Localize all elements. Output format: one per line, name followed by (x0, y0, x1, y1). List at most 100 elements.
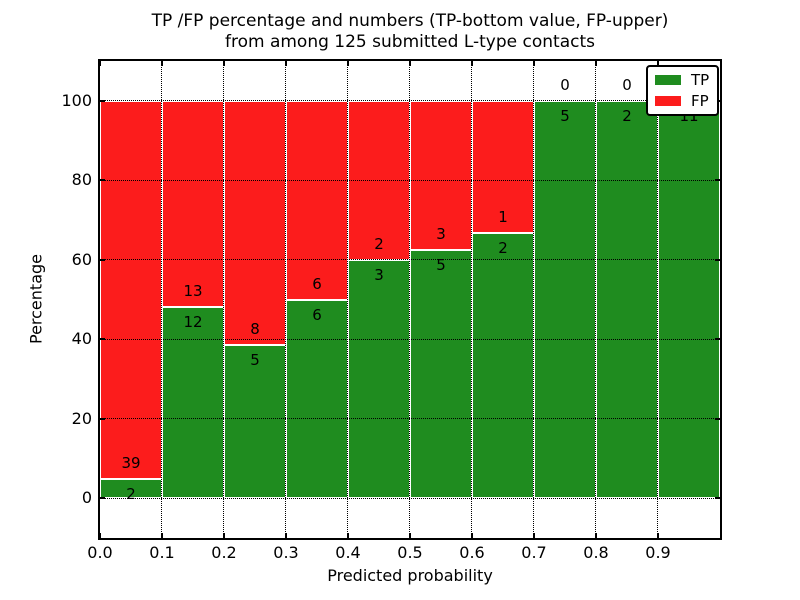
x-tick-mark-bottom (657, 533, 659, 538)
x-tick-label: 0.0 (87, 543, 113, 562)
fp-count-label: 0 (622, 75, 632, 94)
fp-count-label: 3 (436, 224, 446, 243)
chart-title-line1: TP /FP percentage and numbers (TP-bottom… (151, 11, 669, 31)
x-tick-mark-top (409, 61, 411, 66)
y-tick-mark-right (715, 179, 720, 182)
tp-count-label: 5 (250, 351, 260, 370)
x-tick-mark-top (99, 61, 101, 66)
x-tick-mark-bottom (161, 533, 163, 538)
gridline-vertical (533, 61, 535, 538)
legend: TP FP (646, 65, 719, 116)
x-tick-label: 0.3 (273, 543, 299, 562)
legend-entry-fp: FP (655, 93, 712, 109)
y-tick-mark-right (715, 497, 720, 500)
x-tick-label: 0.7 (521, 543, 547, 562)
bar-segment-fp (472, 100, 534, 234)
y-tick-label: 100 (61, 90, 92, 110)
x-tick-mark-top (285, 61, 287, 66)
y-tick-label: 60 (71, 249, 92, 269)
fp-count-label: 8 (250, 320, 260, 339)
chart-title: TP /FP percentage and numbers (TP-bottom… (98, 11, 722, 53)
y-tick-mark-right (715, 338, 720, 341)
x-tick-label: 0.4 (335, 543, 361, 562)
gridline-vertical (409, 61, 411, 538)
gridline-horizontal (100, 418, 720, 419)
fp-count-label: 1 (498, 208, 508, 227)
x-tick-mark-bottom (409, 533, 411, 538)
x-tick-mark-bottom (533, 533, 535, 538)
legend-label-fp: FP (691, 92, 709, 110)
y-tick-mark-left (100, 99, 105, 102)
gridline-horizontal (100, 497, 720, 499)
x-tick-label: 0.8 (583, 543, 609, 562)
legend-swatch-tp-icon (655, 75, 681, 85)
x-tick-mark-bottom (223, 533, 225, 538)
bar-segment-tp (410, 249, 472, 499)
x-axis-label: Predicted probability (327, 566, 493, 585)
gridline-vertical (99, 61, 101, 538)
tp-count-label: 5 (560, 106, 570, 125)
tp-count-label: 2 (126, 484, 136, 503)
bar-segment-fp (100, 100, 162, 479)
bar-segment-tp (472, 233, 534, 499)
x-tick-mark-bottom (285, 533, 287, 538)
x-tick-mark-top (471, 61, 473, 66)
legend-label-tp: TP (691, 71, 710, 89)
gridline-horizontal (100, 259, 720, 260)
legend-entry-tp: TP (655, 72, 712, 88)
bar-segment-tp (286, 299, 348, 499)
y-tick-mark-right (715, 258, 720, 261)
gridline-vertical (223, 61, 225, 538)
y-tick-mark-left (100, 338, 105, 341)
gridline-vertical (161, 61, 163, 538)
fp-count-label: 39 (121, 453, 141, 472)
y-tick-label: 20 (71, 408, 92, 428)
tp-count-label: 5 (436, 255, 446, 274)
plot-area: 392131285662335120502011 TP FP (98, 59, 722, 540)
fp-count-label: 13 (183, 282, 203, 301)
y-tick-mark-right (715, 417, 720, 420)
y-tick-label: 40 (71, 329, 92, 349)
x-tick-mark-bottom (595, 533, 597, 538)
grid-layer (99, 61, 720, 538)
bar-segment-fp (162, 100, 224, 308)
gridline-horizontal (100, 179, 720, 181)
plot-inner: 392131285662335120502011 TP FP (99, 61, 720, 538)
x-tick-mark-top (347, 61, 349, 66)
bar-labels-layer: 392131285662335120502011 (100, 61, 720, 538)
gridline-vertical (595, 61, 597, 538)
gridline-vertical (657, 61, 659, 538)
bar-segment-tp (596, 100, 658, 499)
tp-count-label: 2 (622, 106, 632, 125)
y-tick-label: 80 (71, 170, 92, 190)
tp-count-label: 12 (183, 313, 203, 332)
y-tick-mark-left (100, 179, 105, 182)
bars-layer (100, 61, 720, 538)
x-tick-mark-bottom (99, 533, 101, 538)
y-tick-label: 0 (81, 488, 92, 508)
x-tick-mark-top (657, 61, 659, 66)
tp-count-label: 3 (374, 265, 384, 284)
fp-count-label: 0 (560, 75, 570, 94)
tp-count-label: 6 (312, 305, 322, 324)
x-tick-mark-top (595, 61, 597, 66)
legend-swatch-fp-icon (655, 96, 681, 106)
y-tick-mark-left (100, 497, 105, 500)
bar-segment-tp (534, 100, 596, 499)
x-tick-mark-bottom (347, 533, 349, 538)
x-tick-label: 0.9 (645, 543, 671, 562)
x-tick-label: 0.1 (149, 543, 175, 562)
x-tick-mark-bottom (471, 533, 473, 538)
y-tick-mark-left (100, 258, 105, 261)
fp-count-label: 2 (374, 234, 384, 253)
gridline-vertical (471, 61, 473, 538)
x-tick-label: 0.2 (211, 543, 237, 562)
x-tick-mark-top (533, 61, 535, 66)
y-tick-mark-left (100, 417, 105, 420)
bar-segment-tp (658, 100, 720, 499)
tp-count-label: 2 (498, 239, 508, 258)
x-tick-mark-top (161, 61, 163, 66)
gridline-horizontal (100, 100, 720, 101)
bar-segment-fp (410, 100, 472, 250)
